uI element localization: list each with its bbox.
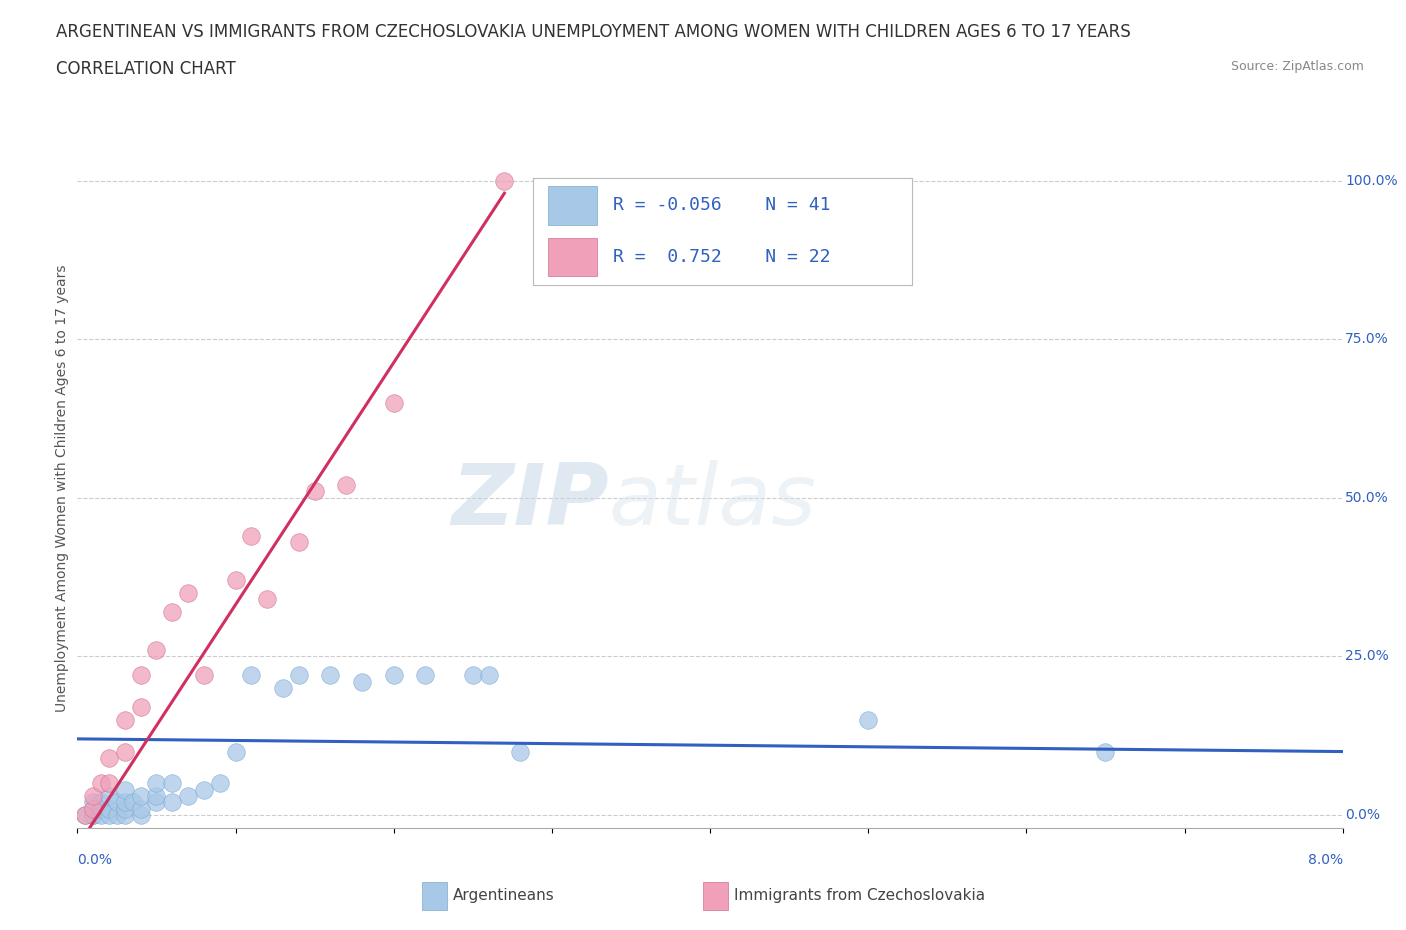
Point: [335, 478, 357, 493]
Point: [208, 776, 231, 790]
Point: [129, 699, 152, 714]
Point: [1094, 744, 1116, 759]
Text: atlas: atlas: [609, 460, 817, 543]
Point: [90, 807, 112, 822]
Text: 75.0%: 75.0%: [1346, 332, 1389, 346]
Point: [98, 789, 120, 804]
Point: [90, 795, 112, 810]
Text: Source: ZipAtlas.com: Source: ZipAtlas.com: [1230, 60, 1364, 73]
Bar: [548, 237, 598, 276]
Bar: [548, 186, 598, 225]
Point: [98, 802, 120, 817]
Point: [90, 776, 112, 790]
Point: [177, 586, 200, 601]
Point: [858, 712, 880, 727]
Text: CORRELATION CHART: CORRELATION CHART: [56, 60, 236, 78]
Point: [75, 807, 97, 822]
Point: [162, 776, 183, 790]
Point: [114, 802, 136, 817]
Point: [98, 776, 120, 790]
Point: [129, 668, 152, 683]
Point: [177, 789, 200, 804]
Point: [145, 795, 167, 810]
Point: [494, 173, 516, 188]
Text: R =  0.752    N = 22: R = 0.752 N = 22: [613, 247, 830, 266]
Text: Argentineans: Argentineans: [453, 888, 554, 903]
Point: [162, 604, 183, 619]
Point: [461, 668, 484, 683]
Point: [240, 668, 263, 683]
Point: [82, 789, 104, 804]
Point: [90, 802, 112, 817]
Point: [288, 668, 311, 683]
Point: [413, 668, 436, 683]
Point: [105, 795, 128, 810]
Point: [75, 807, 97, 822]
Point: [98, 751, 120, 765]
Point: [193, 782, 215, 797]
Point: [240, 528, 263, 543]
Point: [145, 789, 167, 804]
Text: 25.0%: 25.0%: [1346, 649, 1389, 663]
Text: ARGENTINEAN VS IMMIGRANTS FROM CZECHOSLOVAKIA UNEMPLOYMENT AMONG WOMEN WITH CHIL: ARGENTINEAN VS IMMIGRANTS FROM CZECHOSLO…: [56, 23, 1130, 41]
Text: 100.0%: 100.0%: [1346, 174, 1398, 188]
Point: [271, 681, 294, 696]
Point: [225, 573, 247, 588]
Point: [478, 668, 501, 683]
Point: [352, 674, 374, 689]
Point: [82, 807, 104, 822]
Text: R = -0.056    N = 41: R = -0.056 N = 41: [613, 196, 830, 215]
Text: 8.0%: 8.0%: [1308, 853, 1343, 868]
Text: Immigrants from Czechoslovakia: Immigrants from Czechoslovakia: [734, 888, 986, 903]
Point: [98, 807, 120, 822]
Point: [288, 535, 311, 550]
Point: [145, 776, 167, 790]
Text: 0.0%: 0.0%: [77, 853, 112, 868]
Point: [105, 807, 128, 822]
Point: [382, 395, 405, 410]
Point: [114, 744, 136, 759]
Point: [129, 807, 152, 822]
Text: ZIP: ZIP: [451, 460, 609, 543]
Point: [382, 668, 405, 683]
Y-axis label: Unemployment Among Women with Children Ages 6 to 17 years: Unemployment Among Women with Children A…: [55, 264, 69, 712]
Point: [114, 807, 136, 822]
Point: [129, 802, 152, 817]
Text: 50.0%: 50.0%: [1346, 491, 1389, 505]
Point: [162, 795, 183, 810]
Point: [304, 484, 326, 498]
Point: [129, 789, 152, 804]
Point: [82, 807, 104, 822]
Point: [114, 782, 136, 797]
Text: 0.0%: 0.0%: [1346, 808, 1381, 822]
Point: [82, 802, 104, 817]
Point: [319, 668, 342, 683]
Point: [114, 712, 136, 727]
Point: [114, 795, 136, 810]
Point: [509, 744, 531, 759]
Point: [121, 795, 143, 810]
Point: [225, 744, 247, 759]
Point: [256, 591, 278, 606]
Point: [193, 668, 215, 683]
Point: [145, 643, 167, 658]
Point: [82, 795, 104, 810]
